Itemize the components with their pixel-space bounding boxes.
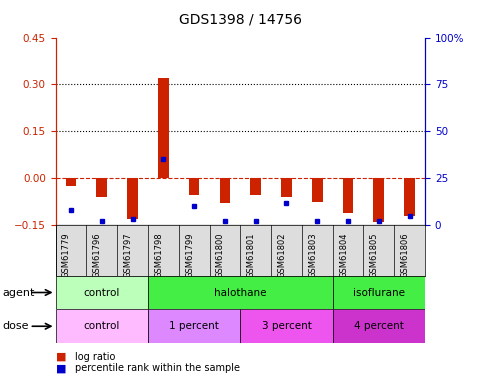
Text: GSM61806: GSM61806 <box>400 232 410 278</box>
Bar <box>404 178 415 216</box>
Bar <box>241 309 333 343</box>
Bar <box>312 178 323 202</box>
Bar <box>96 178 107 197</box>
Bar <box>158 78 169 178</box>
Bar <box>189 178 199 195</box>
Bar <box>333 276 425 309</box>
Bar <box>333 309 425 343</box>
Text: ■: ■ <box>56 363 66 373</box>
Text: control: control <box>84 321 120 331</box>
Bar <box>56 276 148 309</box>
Bar <box>127 178 138 219</box>
Text: percentile rank within the sample: percentile rank within the sample <box>75 363 240 373</box>
Text: GSM61800: GSM61800 <box>216 232 225 278</box>
Text: 1 percent: 1 percent <box>169 321 219 331</box>
Text: GSM61797: GSM61797 <box>124 232 132 278</box>
Text: GSM61779: GSM61779 <box>62 232 71 278</box>
Text: GSM61798: GSM61798 <box>154 232 163 278</box>
Text: dose: dose <box>2 321 29 331</box>
Text: GSM61796: GSM61796 <box>93 232 102 278</box>
Text: control: control <box>84 288 120 297</box>
Text: agent: agent <box>2 288 35 297</box>
Text: halothane: halothane <box>214 288 267 297</box>
Bar <box>148 276 333 309</box>
Text: 4 percent: 4 percent <box>354 321 404 331</box>
Bar <box>219 178 230 203</box>
Text: log ratio: log ratio <box>75 352 115 362</box>
Bar <box>148 309 241 343</box>
Text: isoflurane: isoflurane <box>353 288 405 297</box>
Bar <box>56 309 148 343</box>
Text: 3 percent: 3 percent <box>261 321 312 331</box>
Text: GSM61799: GSM61799 <box>185 232 194 278</box>
Bar <box>250 178 261 195</box>
Text: GSM61803: GSM61803 <box>308 232 317 278</box>
Text: ■: ■ <box>56 352 66 362</box>
Text: GSM61804: GSM61804 <box>339 232 348 278</box>
Bar <box>342 178 354 213</box>
Text: GSM61802: GSM61802 <box>277 232 286 278</box>
Bar <box>281 178 292 197</box>
Text: GDS1398 / 14756: GDS1398 / 14756 <box>179 12 302 26</box>
Bar <box>66 178 76 186</box>
Bar <box>373 178 384 222</box>
Text: GSM61801: GSM61801 <box>247 232 256 278</box>
Text: GSM61805: GSM61805 <box>370 232 379 278</box>
